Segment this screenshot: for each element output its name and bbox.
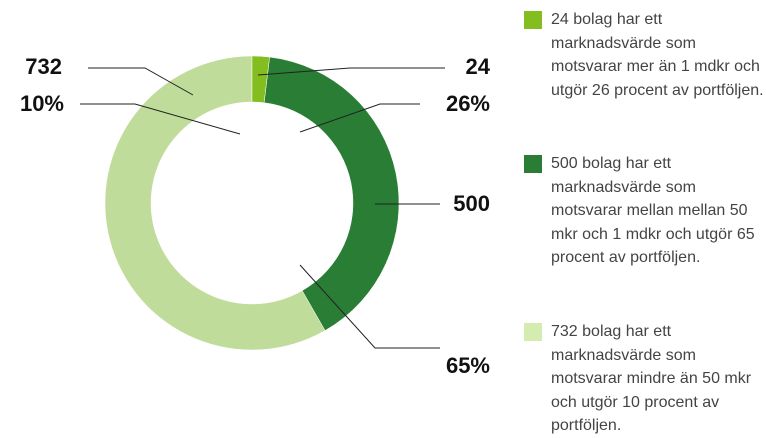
value-label: 26% xyxy=(446,91,490,116)
separator xyxy=(152,103,352,303)
legend-swatch xyxy=(524,323,542,341)
leader-line xyxy=(257,67,445,76)
leader-line xyxy=(299,264,440,349)
legend-item: 24 bolag har ett marknadsvärde som motsv… xyxy=(524,8,766,102)
value-label: 10% xyxy=(20,91,64,116)
donut-segment xyxy=(263,56,400,331)
legend-text: 500 bolag har ett marknadsvärde som mots… xyxy=(551,155,755,266)
donut-segment xyxy=(104,55,326,351)
donut-segment xyxy=(251,55,270,104)
legend-swatch xyxy=(524,155,542,173)
leader-line xyxy=(80,103,241,135)
legend-item: 732 bolag har ett marknadsvärde som mots… xyxy=(524,320,766,438)
leader-line xyxy=(88,67,194,96)
value-label: 500 xyxy=(453,191,490,216)
legend-item: 500 bolag har ett marknadsvärde som mots… xyxy=(524,152,766,270)
legend-text: 24 bolag har ett marknadsvärde som motsv… xyxy=(551,11,764,99)
value-label: 24 xyxy=(466,54,491,79)
legend-text: 732 bolag har ett marknadsvärde som mots… xyxy=(551,323,752,434)
value-label: 65% xyxy=(446,353,490,378)
leader-line xyxy=(299,103,420,133)
legend-swatch xyxy=(524,11,542,29)
value-label: 732 xyxy=(25,54,62,79)
